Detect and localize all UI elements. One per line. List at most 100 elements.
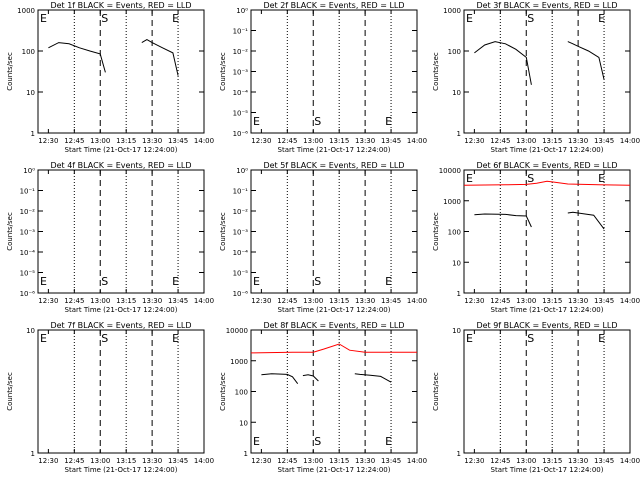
y-tick-label: 1000 bbox=[17, 7, 35, 15]
y-axis-label: Counts/sec bbox=[219, 212, 227, 251]
marker-label-s: S bbox=[101, 275, 108, 288]
x-axis-label: Start Time (21-Oct-17 12:24:00) bbox=[278, 466, 391, 474]
y-tick-label: 100 bbox=[22, 48, 35, 56]
x-tick-label: 13:00 bbox=[516, 457, 536, 465]
marker-label-e: E bbox=[385, 275, 392, 288]
events-series-line bbox=[474, 41, 532, 85]
marker-label-e: E bbox=[466, 172, 473, 185]
y-tick-label: 10⁻¹ bbox=[233, 188, 249, 196]
y-axis-label: Counts/sec bbox=[432, 212, 440, 251]
detector-panel: Det 1f BLACK = Events, RED = LLD 1 10 100 10… bbox=[6, 1, 214, 154]
events-series-line bbox=[474, 213, 532, 228]
events-series-line bbox=[354, 373, 392, 383]
x-tick-label: 13:00 bbox=[90, 457, 110, 465]
x-tick-label: 13:45 bbox=[381, 457, 401, 465]
x-tick-label: 13:00 bbox=[303, 137, 323, 145]
x-tick-label: 12:45 bbox=[490, 137, 510, 145]
plot-frame bbox=[250, 329, 418, 454]
marker-label-s: S bbox=[314, 435, 321, 448]
events-series-line bbox=[567, 211, 605, 230]
detector-panel: Det 4f BLACK = Events, RED = LLD 10⁻⁶ 10⁻⁵… bbox=[6, 161, 214, 314]
x-tick-label: 13:30 bbox=[568, 137, 588, 145]
y-tick-label: 10⁻⁴ bbox=[233, 249, 249, 257]
y-axis-label: Counts/sec bbox=[432, 372, 440, 411]
marker-label-e: E bbox=[40, 332, 47, 345]
y-tick-label: 10 bbox=[26, 89, 35, 97]
x-tick-label: 12:30 bbox=[38, 137, 58, 145]
x-tick-label: 14:00 bbox=[620, 297, 640, 305]
x-tick-label: 12:45 bbox=[490, 297, 510, 305]
x-tick-label: 13:15 bbox=[116, 137, 136, 145]
x-tick-label: 13:30 bbox=[355, 457, 375, 465]
x-tick-label: 12:45 bbox=[64, 297, 84, 305]
x-tick-label: 13:15 bbox=[329, 297, 349, 305]
x-tick-label: 13:15 bbox=[116, 457, 136, 465]
x-tick-label: 12:45 bbox=[277, 297, 297, 305]
panel-title: Det 6f BLACK = Events, RED = LLD bbox=[476, 161, 617, 170]
x-tick-label: 14:00 bbox=[194, 297, 214, 305]
marker-label-s: S bbox=[527, 12, 534, 25]
x-tick-label: 13:30 bbox=[355, 297, 375, 305]
x-tick-label: 13:45 bbox=[381, 297, 401, 305]
x-tick-label: 13:15 bbox=[116, 297, 136, 305]
y-tick-label: 10⁻² bbox=[233, 208, 249, 216]
x-tick-label: 14:00 bbox=[620, 137, 640, 145]
y-tick-label: 1 bbox=[244, 450, 248, 458]
x-tick-label: 13:45 bbox=[168, 137, 188, 145]
y-tick-label: 10⁻¹ bbox=[233, 28, 249, 36]
y-tick-label: 10⁻⁶ bbox=[233, 130, 249, 138]
events-series-line bbox=[48, 42, 106, 73]
y-tick-label: 10 bbox=[452, 327, 461, 335]
x-axis-label: Start Time (21-Oct-17 12:24:00) bbox=[278, 146, 391, 154]
plot-frame bbox=[37, 169, 205, 294]
detector-panel: Det 2f BLACK = Events, RED = LLD 10⁻⁶ 10⁻⁵… bbox=[219, 1, 427, 154]
x-tick-label: 12:30 bbox=[464, 457, 484, 465]
marker-label-e: E bbox=[40, 12, 47, 25]
marker-label-s: S bbox=[101, 332, 108, 345]
x-axis-label: Start Time (21-Oct-17 12:24:00) bbox=[65, 306, 178, 314]
detector-panel: Det 9f BLACK = Events, RED = LLD 1 10 Count… bbox=[432, 321, 640, 474]
marker-label-e: E bbox=[385, 435, 392, 448]
marker-label-s: S bbox=[527, 332, 534, 345]
x-tick-label: 13:30 bbox=[142, 457, 162, 465]
y-tick-label: 10⁻³ bbox=[20, 229, 36, 237]
x-tick-label: 13:30 bbox=[355, 137, 375, 145]
x-tick-label: 12:30 bbox=[38, 297, 58, 305]
detector-panel: Det 5f BLACK = Events, RED = LLD 10⁻⁶ 10⁻⁵… bbox=[219, 161, 427, 314]
y-tick-label: 1 bbox=[31, 130, 35, 138]
x-tick-label: 12:30 bbox=[464, 297, 484, 305]
x-tick-label: 13:30 bbox=[568, 297, 588, 305]
marker-label-e: E bbox=[172, 12, 179, 25]
x-tick-label: 14:00 bbox=[620, 457, 640, 465]
y-tick-label: 10⁰ bbox=[236, 167, 248, 175]
y-tick-label: 10⁻⁶ bbox=[233, 290, 249, 298]
x-tick-label: 12:30 bbox=[251, 457, 271, 465]
y-tick-label: 10⁻² bbox=[20, 208, 36, 216]
x-tick-label: 12:45 bbox=[277, 137, 297, 145]
x-tick-label: 12:45 bbox=[64, 457, 84, 465]
x-axis-label: Start Time (21-Oct-17 12:24:00) bbox=[278, 306, 391, 314]
marker-label-e: E bbox=[172, 275, 179, 288]
marker-label-e: E bbox=[253, 115, 260, 128]
x-tick-label: 13:15 bbox=[542, 297, 562, 305]
plot-frame bbox=[37, 329, 205, 454]
x-tick-label: 13:30 bbox=[568, 457, 588, 465]
x-tick-label: 13:00 bbox=[516, 297, 536, 305]
x-axis-label: Start Time (21-Oct-17 12:24:00) bbox=[65, 466, 178, 474]
marker-label-s: S bbox=[314, 275, 321, 288]
x-tick-label: 13:45 bbox=[168, 457, 188, 465]
x-tick-label: 13:45 bbox=[168, 297, 188, 305]
x-tick-label: 12:30 bbox=[464, 137, 484, 145]
x-tick-label: 13:00 bbox=[303, 297, 323, 305]
y-tick-label: 100 bbox=[235, 389, 248, 397]
x-tick-label: 12:30 bbox=[38, 457, 58, 465]
y-tick-label: 10⁻⁵ bbox=[20, 270, 36, 278]
events-series-line bbox=[261, 373, 299, 385]
panel-title: Det 8f BLACK = Events, RED = LLD bbox=[263, 321, 404, 330]
marker-label-e: E bbox=[172, 332, 179, 345]
detector-panel: Det 7f BLACK = Events, RED = LLD 1 10 Count… bbox=[6, 321, 214, 474]
x-tick-label: 14:00 bbox=[194, 457, 214, 465]
panel-title: Det 4f BLACK = Events, RED = LLD bbox=[50, 161, 191, 170]
detector-panel: Det 8f BLACK = Events, RED = LLD 1 10 100 10… bbox=[219, 321, 427, 474]
